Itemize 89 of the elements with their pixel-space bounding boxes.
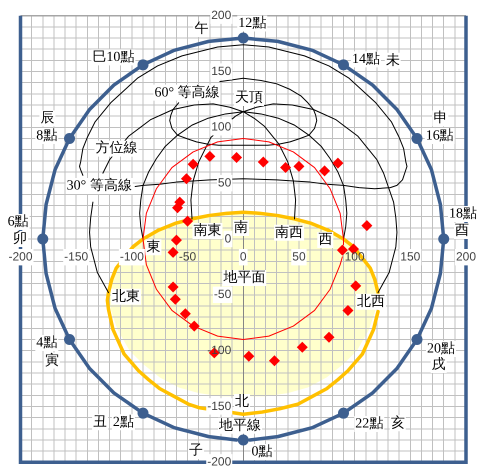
point bbox=[231, 152, 242, 163]
annotation: 辰 bbox=[40, 110, 54, 126]
point bbox=[338, 408, 349, 419]
x-tick-label: 150 bbox=[400, 250, 421, 264]
point bbox=[170, 234, 182, 246]
annotation: 戌 bbox=[432, 356, 446, 373]
y-tick-label: 150 bbox=[211, 64, 232, 78]
point bbox=[438, 234, 450, 244]
annotation: 午 bbox=[194, 20, 208, 37]
annotation: 18點 bbox=[449, 206, 478, 222]
annotation: 4點 bbox=[36, 334, 58, 351]
annotation: 8點 bbox=[36, 128, 58, 144]
annotation: 寅 bbox=[44, 352, 59, 368]
y-tick-label: 0 bbox=[224, 231, 232, 246]
x-tick-label: 200 bbox=[456, 250, 476, 264]
x-tick-label: -150 bbox=[64, 250, 89, 264]
annotation: 北西 bbox=[357, 293, 386, 310]
annotation: 2點 bbox=[112, 414, 134, 430]
annotation: 0點 bbox=[252, 444, 273, 460]
point bbox=[174, 196, 186, 208]
annotation: 地平線 bbox=[218, 417, 262, 434]
x-tick-label: 0 bbox=[240, 250, 247, 264]
point bbox=[243, 350, 254, 362]
point bbox=[238, 434, 249, 446]
point bbox=[342, 304, 354, 316]
point bbox=[138, 59, 149, 70]
annotation: 方位線 bbox=[96, 140, 138, 156]
point bbox=[170, 294, 181, 305]
point bbox=[37, 234, 48, 244]
annotation: 子 bbox=[189, 444, 204, 459]
point bbox=[168, 282, 179, 293]
point bbox=[180, 308, 191, 320]
annotation: 卯 bbox=[13, 230, 28, 247]
annotation: 東 bbox=[146, 238, 160, 255]
y-tick-label: 100 bbox=[211, 120, 232, 134]
point bbox=[168, 246, 179, 258]
annotation: 地平面 bbox=[222, 270, 266, 286]
point bbox=[296, 342, 308, 353]
point bbox=[188, 320, 200, 332]
y-tick-label: 50 bbox=[218, 175, 232, 190]
point bbox=[350, 280, 362, 292]
annotation: 天頂 bbox=[235, 90, 264, 106]
point bbox=[64, 334, 76, 345]
point bbox=[338, 59, 349, 70]
annotation: 申 bbox=[433, 110, 448, 126]
y-tick-label: -150 bbox=[207, 398, 232, 413]
x-tick-label: -50 bbox=[178, 250, 197, 264]
point bbox=[280, 162, 292, 174]
point bbox=[238, 32, 249, 44]
point bbox=[332, 158, 344, 169]
annotation: 60° 等高線 bbox=[154, 84, 220, 100]
point bbox=[64, 133, 76, 144]
point bbox=[268, 355, 280, 366]
y-tick-label: -200 bbox=[207, 454, 232, 469]
point bbox=[258, 156, 269, 168]
point bbox=[319, 165, 330, 176]
point bbox=[180, 173, 192, 184]
annotation: 丑 bbox=[93, 414, 108, 430]
annotation: 南東 bbox=[194, 222, 222, 239]
annotation: 亥 bbox=[390, 414, 405, 431]
annotation: 未 bbox=[386, 52, 400, 68]
x-tick-label: 50 bbox=[292, 250, 306, 264]
point bbox=[138, 408, 149, 419]
point bbox=[361, 220, 372, 232]
annotation: 巳10點 bbox=[92, 49, 134, 65]
point bbox=[411, 133, 422, 144]
x-tick-label: -100 bbox=[120, 250, 144, 264]
point bbox=[204, 150, 216, 162]
point bbox=[324, 332, 335, 343]
annotation: 30° 等高線 bbox=[66, 178, 132, 194]
annotation: 西 bbox=[318, 232, 332, 248]
annotation: 12點 bbox=[238, 15, 266, 32]
annotation: 北 bbox=[235, 394, 250, 410]
annotation: 22點 bbox=[355, 416, 384, 432]
y-tick-label: -50 bbox=[214, 287, 232, 302]
annotation: 南西 bbox=[275, 224, 304, 240]
annotation: 14點 bbox=[352, 51, 380, 67]
annotation: 20點 bbox=[426, 340, 455, 357]
annotation: 南 bbox=[234, 220, 248, 236]
point bbox=[188, 158, 199, 170]
point bbox=[182, 216, 194, 227]
annotation: 6點 bbox=[8, 214, 29, 230]
point bbox=[293, 160, 304, 172]
x-tick-label: -200 bbox=[8, 250, 33, 264]
y-tick-label: 200 bbox=[211, 8, 232, 22]
annotation: 酉 bbox=[455, 224, 470, 239]
point bbox=[411, 334, 422, 345]
annotation: 北東 bbox=[112, 288, 140, 304]
annotation: 16點 bbox=[426, 128, 454, 144]
